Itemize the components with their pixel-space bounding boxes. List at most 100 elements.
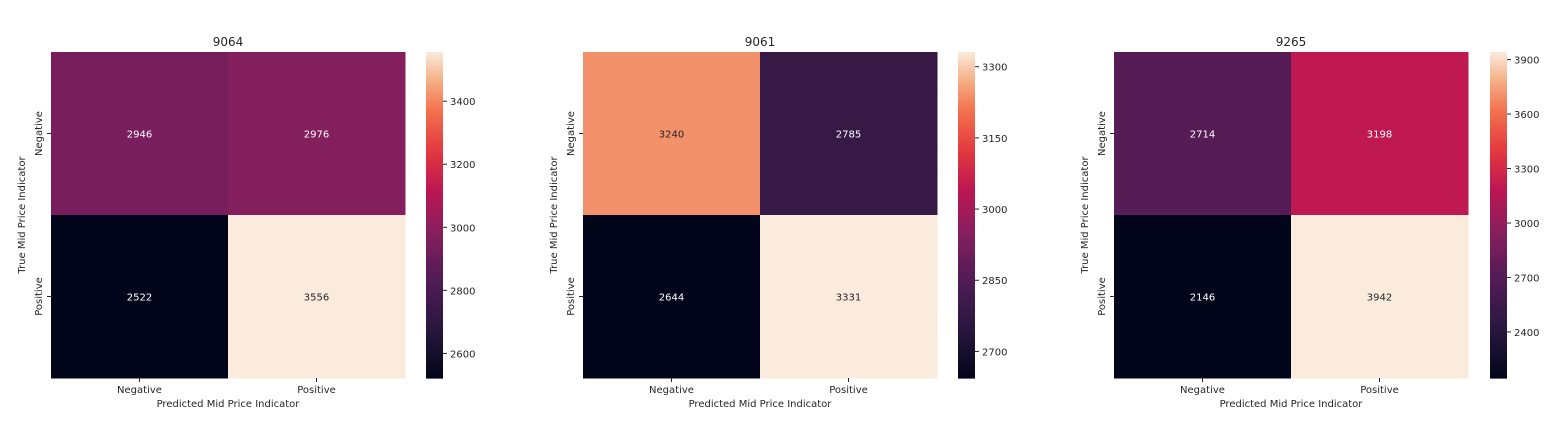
colorbar-segment — [958, 263, 975, 268]
y-axis-label: True Mid Price Indicator — [17, 156, 28, 275]
colorbar-segment — [1490, 215, 1507, 219]
colorbar-segment — [426, 334, 443, 338]
x-axis-label: Predicted Mid Price Indicator — [157, 399, 301, 410]
cell-value-label: 2522 — [127, 293, 152, 304]
colorbar-segment — [958, 206, 975, 211]
colorbar-segment — [426, 242, 443, 246]
colorbar-segment — [958, 144, 975, 148]
colorbar-segment — [958, 54, 975, 59]
colorbar-segment — [1490, 155, 1507, 159]
colorbar-segment — [426, 266, 443, 270]
colorbar-segment — [1490, 144, 1507, 148]
colorbar-segment — [1490, 152, 1507, 156]
colorbar-segment — [958, 182, 975, 186]
colorbar-segment — [958, 171, 975, 175]
colorbar-segment — [958, 103, 975, 107]
colorbar-segment — [426, 315, 443, 319]
colorbar-segment — [1490, 141, 1507, 145]
colorbar-segment — [958, 114, 975, 118]
colorbar-segment — [426, 253, 443, 257]
colorbar-segment — [1490, 312, 1507, 317]
chart-title: 9064 — [213, 35, 244, 49]
colorbar-segment — [426, 95, 443, 99]
colorbar-segment — [1490, 52, 1507, 56]
colorbar-segment — [958, 71, 975, 75]
colorbar-segment — [958, 212, 975, 216]
heatmap-cell — [1291, 52, 1469, 216]
colorbar-segment — [958, 291, 975, 295]
colorbar-segment — [426, 201, 443, 205]
colorbar-segment — [958, 176, 975, 181]
colorbar-segment — [958, 358, 975, 363]
colorbar-segment — [426, 149, 443, 154]
colorbar-segment — [1490, 334, 1507, 338]
colorbar-segment — [426, 318, 443, 322]
colorbar-segment — [958, 348, 975, 352]
colorbar-segment — [958, 81, 975, 86]
colorbar-segment — [426, 81, 443, 86]
colorbar-segment — [426, 182, 443, 186]
colorbar-segment — [958, 109, 975, 113]
colorbar-segment — [958, 187, 975, 192]
colorbar-segment — [1490, 331, 1507, 336]
heatmap-cell — [1291, 215, 1469, 379]
colorbar-tick-label: 3600 — [1514, 110, 1539, 121]
colorbar-segment — [958, 244, 975, 249]
colorbar-segment — [1490, 195, 1507, 200]
colorbar-segment — [958, 65, 975, 69]
colorbar-segment — [426, 138, 443, 143]
colorbar-segment — [958, 236, 975, 241]
heatmap-panel-1: 9064 2946 2976 2522 3556 Negative Positive Nega… — [17, 35, 475, 410]
colorbar-segment — [958, 60, 975, 64]
colorbar-segment — [958, 312, 975, 317]
x-tick-label: Positive — [297, 385, 336, 396]
colorbar-segment — [1490, 204, 1507, 208]
colorbar-segment — [958, 234, 975, 238]
colorbar-segment — [958, 228, 975, 232]
colorbar-segment — [1490, 119, 1507, 124]
colorbar-segment — [1490, 288, 1507, 292]
colorbar-segment — [958, 128, 975, 132]
colorbar-segment — [958, 261, 975, 265]
colorbar-segment — [426, 147, 443, 151]
colorbar-segment — [1490, 130, 1507, 135]
colorbar-segment — [1490, 95, 1507, 99]
colorbar-segment — [1490, 269, 1507, 273]
colorbar-segment — [1490, 92, 1507, 97]
colorbar-segment — [426, 87, 443, 91]
colorbar-segment — [958, 280, 975, 284]
colorbar-segment — [1490, 356, 1507, 360]
colorbar-segment — [1490, 76, 1507, 80]
colorbar-segment — [1490, 242, 1507, 246]
cell-value-label: 3942 — [1367, 293, 1392, 304]
colorbar-segment — [1490, 198, 1507, 203]
colorbar-segment — [958, 79, 975, 83]
colorbar-segment — [426, 293, 443, 298]
colorbar-segment — [1490, 315, 1507, 319]
colorbar-segment — [426, 228, 443, 232]
colorbar-segment — [426, 236, 443, 241]
colorbar-segment — [958, 269, 975, 273]
colorbar-segment — [958, 242, 975, 246]
y-tick-label: Negative — [566, 111, 577, 156]
colorbar-segment — [426, 79, 443, 83]
colorbar-segment — [958, 185, 975, 189]
colorbar-segment — [1490, 193, 1507, 197]
colorbar-segment — [958, 299, 975, 303]
colorbar-segment — [1490, 87, 1507, 91]
colorbar-segment — [958, 130, 975, 135]
colorbar-segment — [958, 337, 975, 341]
colorbar-segment — [1490, 239, 1507, 243]
colorbar-segment — [1490, 367, 1507, 371]
heatmap-cell — [228, 215, 406, 379]
y-tick-label: Positive — [566, 277, 577, 316]
colorbar-segment — [1490, 307, 1507, 311]
colorbar-segment — [426, 269, 443, 273]
colorbar-segment — [958, 345, 975, 349]
colorbar-segment — [958, 282, 975, 287]
colorbar-segment — [958, 367, 975, 371]
colorbar-segment — [1490, 272, 1507, 276]
colorbar-segment — [1490, 293, 1507, 298]
colorbar-segment — [1490, 304, 1507, 308]
